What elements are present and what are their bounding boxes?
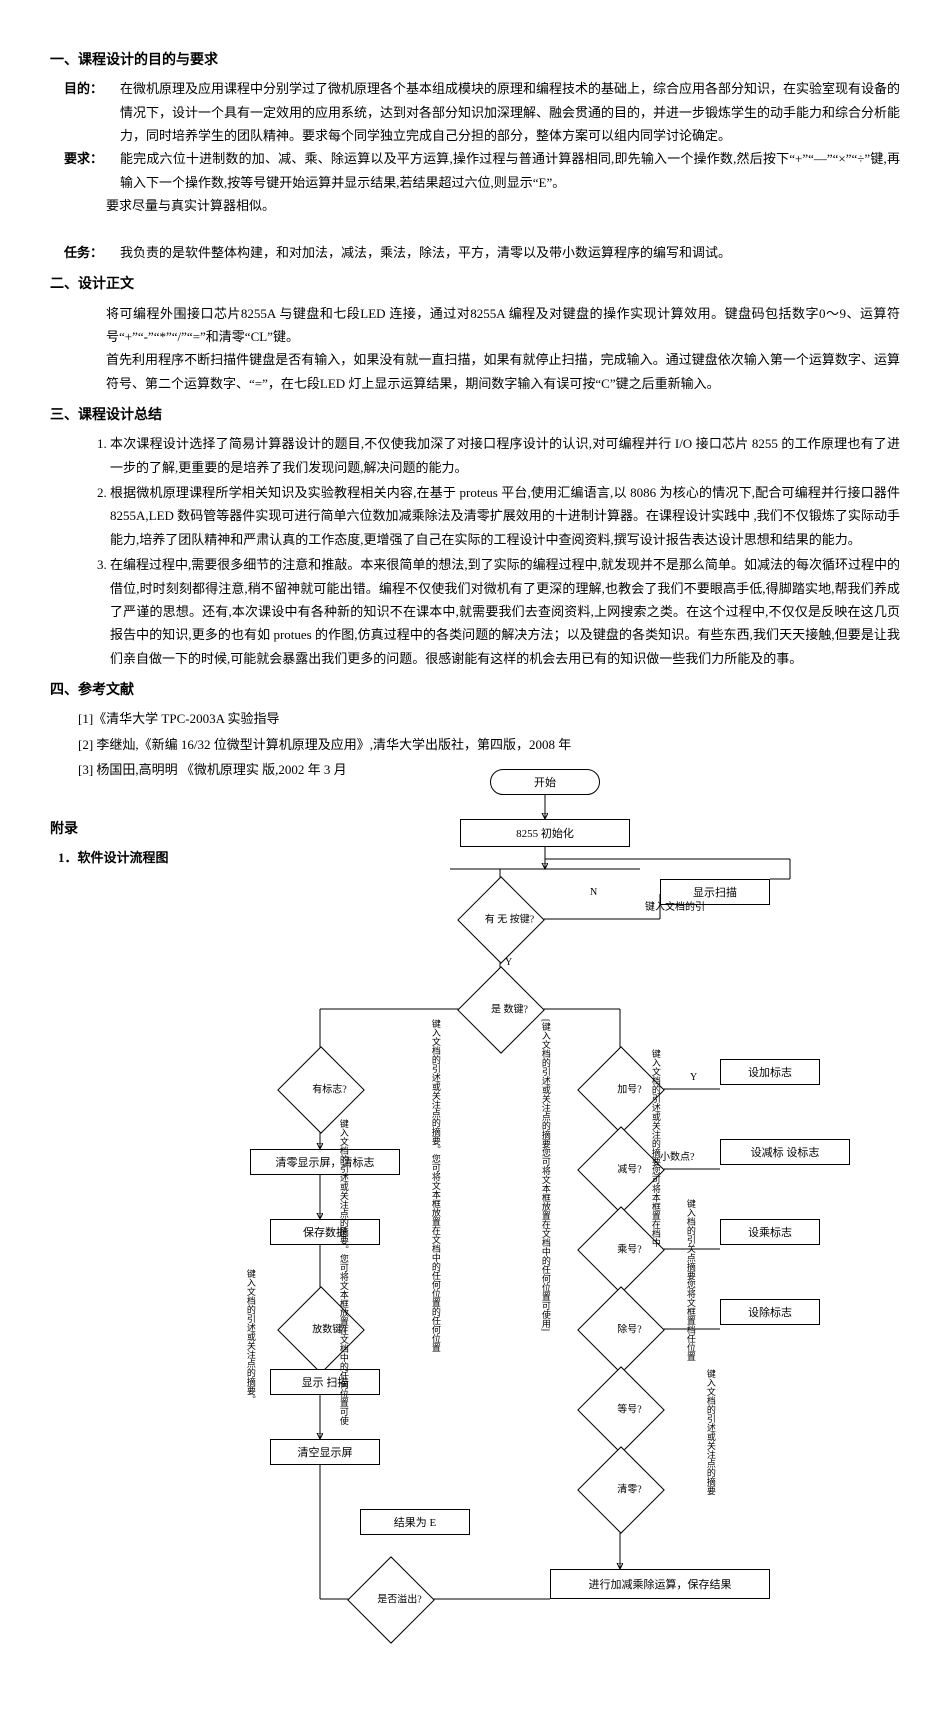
summary-item-3: 在编程过程中,需要很多细节的注意和推敲。本来很简单的想法,到了实际的编程过程中,…: [110, 553, 900, 670]
section-2-title: 二、设计正文: [50, 272, 900, 297]
req-row: 要求： 能完成六位十进制数的加、减、乘、除运算以及平方运算,操作过程与普通计算器…: [50, 147, 900, 194]
flow-node-setdiv: 设除标志: [720, 1299, 820, 1325]
goal-text: 在微机原理及应用课程中分别学过了微机原理各个基本组成模块的原理和编程技术的基础上…: [120, 77, 900, 147]
flow-node-init: 8255 初始化: [460, 819, 630, 847]
section-3-title: 三、课程设计总结: [50, 403, 900, 428]
flowchart: 开始8255 初始化显示扫描有 无 按键?是 数键?NY键入文档的引有标志?清零…: [230, 769, 950, 1689]
flow-node-setmul: 设乘标志: [720, 1219, 820, 1245]
garble-col-5: 键入档的引关点摘要您将文框置档任位置: [685, 1199, 695, 1361]
section-4-title: 四、参考文献: [50, 678, 900, 703]
garble-col-2: 键入文档的引述或关注点的摘要。您可将文本框放置在文档中的任何位置的任何位置: [430, 1019, 440, 1352]
task-text: 我负责的是软件整体构建，和对加法，减法，乘法，除法，平方，清零以及带小数运算程序…: [120, 241, 900, 264]
flow-label-dot: 小数点?: [660, 1149, 694, 1167]
ref-1: [1]《清华大学 TPC-2003A 实验指导: [78, 707, 900, 730]
flow-node-rescan: 显示 扫描: [270, 1369, 380, 1395]
req-text-1: 能完成六位十进制数的加、减、乘、除运算以及平方运算,操作过程与普通计算器相同,即…: [120, 147, 900, 194]
summary-list: 本次课程设计选择了简易计算器设计的题目,不仅使我加深了对接口程序设计的认识,对可…: [90, 432, 900, 670]
s2-para-2: 首先利用程序不断扫描件键盘是否有输入，如果没有就一直扫描，如果有就停止扫描，完成…: [106, 348, 900, 395]
flow-node-calc: 进行加减乘除运算，保存结果: [550, 1569, 770, 1599]
garble-col-1: 键入文档的引述或关注点的摘要。您可将文本框放置在文档中的任何位置可使: [338, 1119, 348, 1425]
goal-label: 目的：: [50, 77, 120, 100]
task-label: 任务：: [50, 241, 120, 264]
summary-item-2: 根据微机原理课程所学相关知识及实验教程相关内容,在基于 proteus 平台,使…: [110, 481, 900, 551]
flow-label-ylabels: Y: [690, 1069, 697, 1087]
flow-label-keyin2: Y: [505, 954, 512, 972]
summary-item-1: 本次课程设计选择了简易计算器设计的题目,不仅使我加深了对接口程序设计的认识,对可…: [110, 432, 900, 479]
req-text-2: 要求尽量与真实计算器相似。: [106, 194, 900, 217]
flow-node-setsub: 设减标 设标志: [720, 1139, 850, 1165]
section-1-title: 一、课程设计的目的与要求: [50, 48, 900, 73]
flow-node-clrdisp: 清空显示屏: [270, 1439, 380, 1465]
s2-para-1: 将可编程外围接口芯片8255A 与键盘和七段LED 连接，通过对8255A 编程…: [106, 302, 900, 349]
flow-node-start: 开始: [490, 769, 600, 795]
ref-2: [2] 李继灿,《新编 16/32 位微型计算机原理及应用》,清华大学出版社，第…: [78, 733, 900, 756]
flow-node-clear: 清零显示屏，清标志: [250, 1149, 400, 1175]
req-label: 要求：: [50, 147, 120, 170]
flow-node-store: 保存数据: [270, 1219, 380, 1245]
garble-col-6: 键入文档的引述或关注点的摘要: [705, 1369, 715, 1495]
garble-col-0: 键入文档的引述或关注点的摘要。: [245, 1269, 255, 1404]
garble-col-4: 键入文档的引述或关注的摘要您可将本框置在档中: [650, 1049, 660, 1247]
flow-label-keyin3: 键入文档的引: [645, 899, 705, 917]
flow-node-resE: 结果为 E: [360, 1509, 470, 1535]
garble-col-3: [键入文档的引述或关注点的摘要您可将文本框放置在文档中的任何位置可使用]: [540, 1019, 550, 1331]
task-row: 任务： 我负责的是软件整体构建，和对加法，减法，乘法，除法，平方，清零以及带小数…: [50, 241, 900, 264]
flow-node-setadd: 设加标志: [720, 1059, 820, 1085]
flow-label-keyin1: N: [590, 884, 597, 902]
goal-row: 目的： 在微机原理及应用课程中分别学过了微机原理各个基本组成模块的原理和编程技术…: [50, 77, 900, 147]
